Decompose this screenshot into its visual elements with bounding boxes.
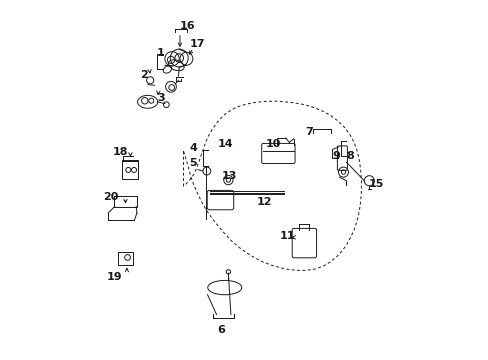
Text: 16: 16 (179, 21, 195, 31)
Text: 19: 19 (107, 272, 122, 282)
Text: 11: 11 (279, 231, 295, 240)
Text: 3: 3 (157, 93, 165, 103)
Text: 1: 1 (156, 48, 164, 58)
Text: 14: 14 (218, 139, 233, 149)
Text: 12: 12 (256, 197, 271, 207)
Text: 15: 15 (368, 179, 384, 189)
Text: 20: 20 (103, 192, 119, 202)
Text: 13: 13 (221, 171, 237, 181)
Text: 10: 10 (265, 139, 280, 149)
Text: 17: 17 (189, 40, 204, 49)
Text: 4: 4 (189, 143, 197, 153)
Text: 9: 9 (331, 150, 339, 161)
Text: 7: 7 (305, 127, 312, 136)
Text: 2: 2 (140, 70, 148, 80)
Text: 8: 8 (346, 150, 354, 161)
Text: 5: 5 (188, 158, 196, 168)
Text: 6: 6 (217, 325, 224, 335)
Text: 18: 18 (112, 147, 127, 157)
